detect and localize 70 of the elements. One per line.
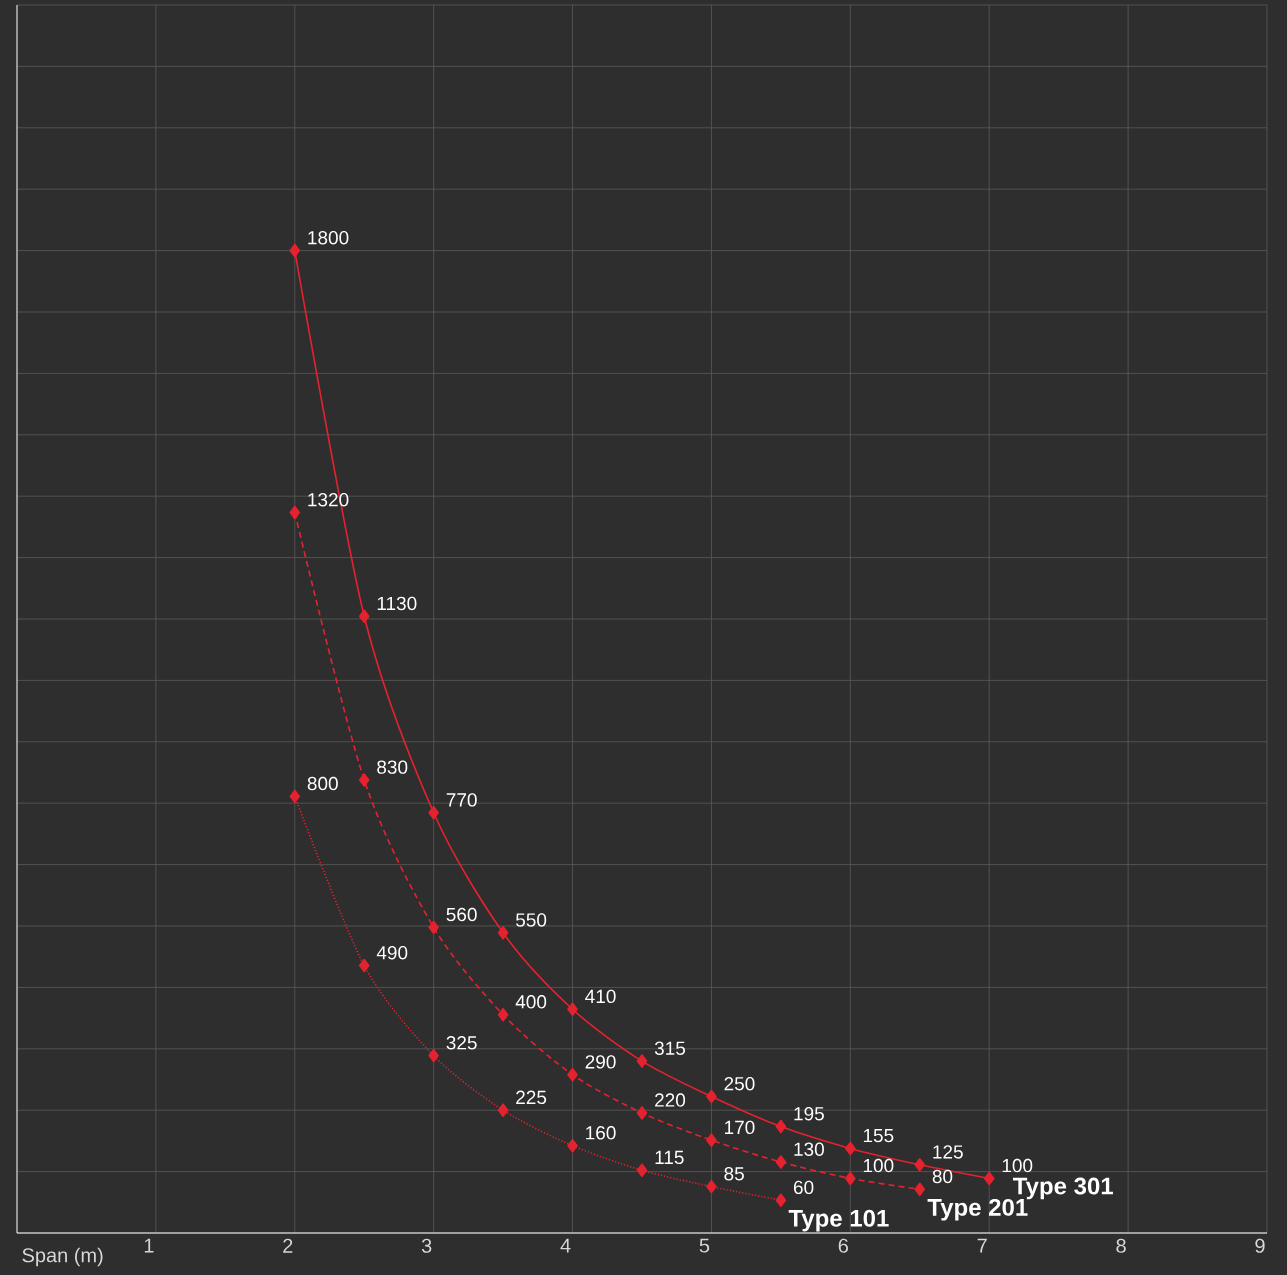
point (914, 1182, 926, 1197)
point (706, 1089, 717, 1104)
x-tick-label: 4 (560, 1238, 571, 1253)
point (428, 920, 439, 935)
point (706, 1133, 717, 1148)
point (358, 609, 370, 624)
data-label: 220 (655, 1093, 686, 1107)
data-label: 1130 (377, 596, 417, 611)
x-tick-label: 7 (977, 1238, 987, 1253)
point (636, 1106, 648, 1120)
data-label: 85 (724, 1167, 744, 1181)
x-axis-title: Span (m) (22, 1247, 103, 1267)
point (567, 1067, 578, 1082)
data-label: 410 (585, 989, 616, 1004)
point (358, 958, 370, 973)
data-label: 130 (794, 1142, 824, 1156)
point (358, 773, 370, 787)
data-label: 115 (655, 1150, 684, 1165)
point (289, 243, 301, 258)
x-tick-label: 2 (283, 1238, 293, 1253)
point (775, 1193, 787, 1208)
data-label: 125 (933, 1145, 963, 1159)
point (497, 1103, 509, 1117)
point (428, 805, 439, 820)
point (567, 1138, 578, 1153)
data-label: 100 (863, 1158, 894, 1173)
point (845, 1171, 856, 1186)
series-label: Type 301 (1013, 1177, 1113, 1200)
data-label: 225 (516, 1090, 547, 1105)
data-label: 315 (654, 1041, 686, 1055)
data-label: 170 (725, 1120, 755, 1135)
data-label: 400 (515, 995, 547, 1009)
data-label: 250 (724, 1076, 755, 1091)
series-label: Type 101 (788, 1209, 889, 1232)
data-label: 60 (793, 1180, 814, 1195)
x-tick-label: 6 (838, 1238, 848, 1253)
point (914, 1157, 926, 1172)
x-tick-label: 5 (699, 1238, 710, 1253)
data-label: 195 (794, 1106, 824, 1121)
data-label: 155 (863, 1129, 894, 1143)
data-label: 290 (585, 1055, 616, 1069)
point (497, 1007, 509, 1022)
point (428, 1048, 439, 1063)
point (845, 1141, 856, 1156)
data-label: 1800 (308, 231, 349, 245)
data-label: 100 (1002, 1158, 1033, 1173)
series-label: Type 201 (927, 1198, 1028, 1221)
point (983, 1171, 995, 1186)
point (636, 1163, 648, 1178)
point (289, 505, 301, 520)
data-label: 560 (446, 907, 477, 922)
data-label: 550 (515, 913, 547, 927)
point (775, 1119, 787, 1134)
point (636, 1054, 648, 1068)
point (497, 926, 509, 940)
x-tick-label: 1 (144, 1238, 154, 1253)
x-tick-label: 9 (1255, 1238, 1265, 1253)
data-label: 800 (307, 776, 338, 791)
data-label: 490 (376, 945, 408, 960)
data-label: 830 (377, 760, 408, 774)
data-label: 160 (586, 1126, 616, 1140)
point (289, 789, 301, 804)
data-label: 770 (446, 793, 477, 807)
point (567, 1002, 578, 1017)
data-label: 80 (932, 1169, 953, 1184)
x-tick-label: 3 (421, 1238, 432, 1253)
x-tick-label: 8 (1116, 1238, 1126, 1253)
point (706, 1179, 717, 1194)
data-label: 325 (446, 1036, 477, 1050)
point (775, 1155, 787, 1169)
